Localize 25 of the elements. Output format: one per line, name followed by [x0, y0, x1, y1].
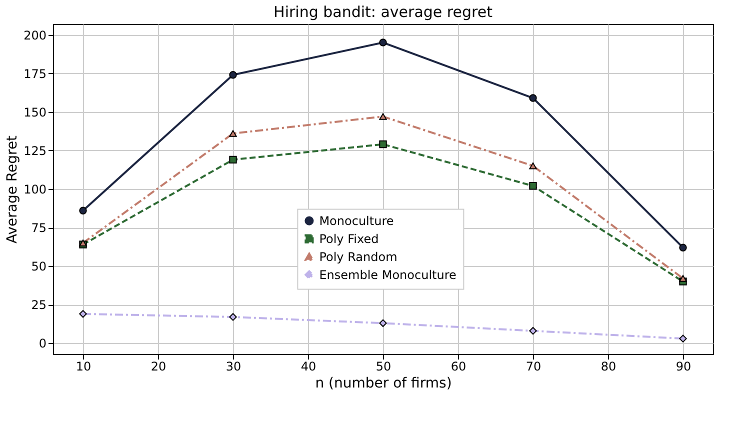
y-tick-label: 0 [38, 336, 46, 351]
y-tick-label: 200 [24, 28, 46, 42]
y-tick-label: 75 [31, 221, 46, 236]
legend-label: Monoculture [319, 214, 394, 228]
x-tick-label: 50 [376, 360, 392, 374]
y-tick-label: 25 [31, 298, 46, 312]
y-tick-label: 150 [24, 105, 46, 120]
x-tick-label: 30 [226, 360, 242, 374]
x-tick-label: 80 [600, 360, 616, 374]
x-tick-label: 10 [76, 360, 92, 374]
x-axis-title: n (number of firms) [315, 376, 452, 392]
legend-label: Ensemble Monoculture [319, 268, 456, 282]
x-tick-label: 20 [150, 360, 166, 374]
y-tick-label: 100 [24, 182, 46, 196]
y-tick-label: 50 [31, 260, 46, 274]
chart-title: Hiring bandit: average regret [274, 3, 493, 21]
y-axis-title: Average Regret [4, 134, 21, 244]
x-tick-label: 90 [676, 360, 692, 374]
x-tick-label: 70 [526, 360, 542, 374]
x-tick-label: 60 [450, 360, 466, 374]
y-tick-label: 125 [24, 144, 46, 158]
x-tick-label: 40 [300, 360, 316, 374]
legend-label: Poly Random [319, 250, 398, 264]
y-tick-label: 175 [24, 66, 46, 81]
legend-label: Poly Fixed [319, 232, 379, 246]
